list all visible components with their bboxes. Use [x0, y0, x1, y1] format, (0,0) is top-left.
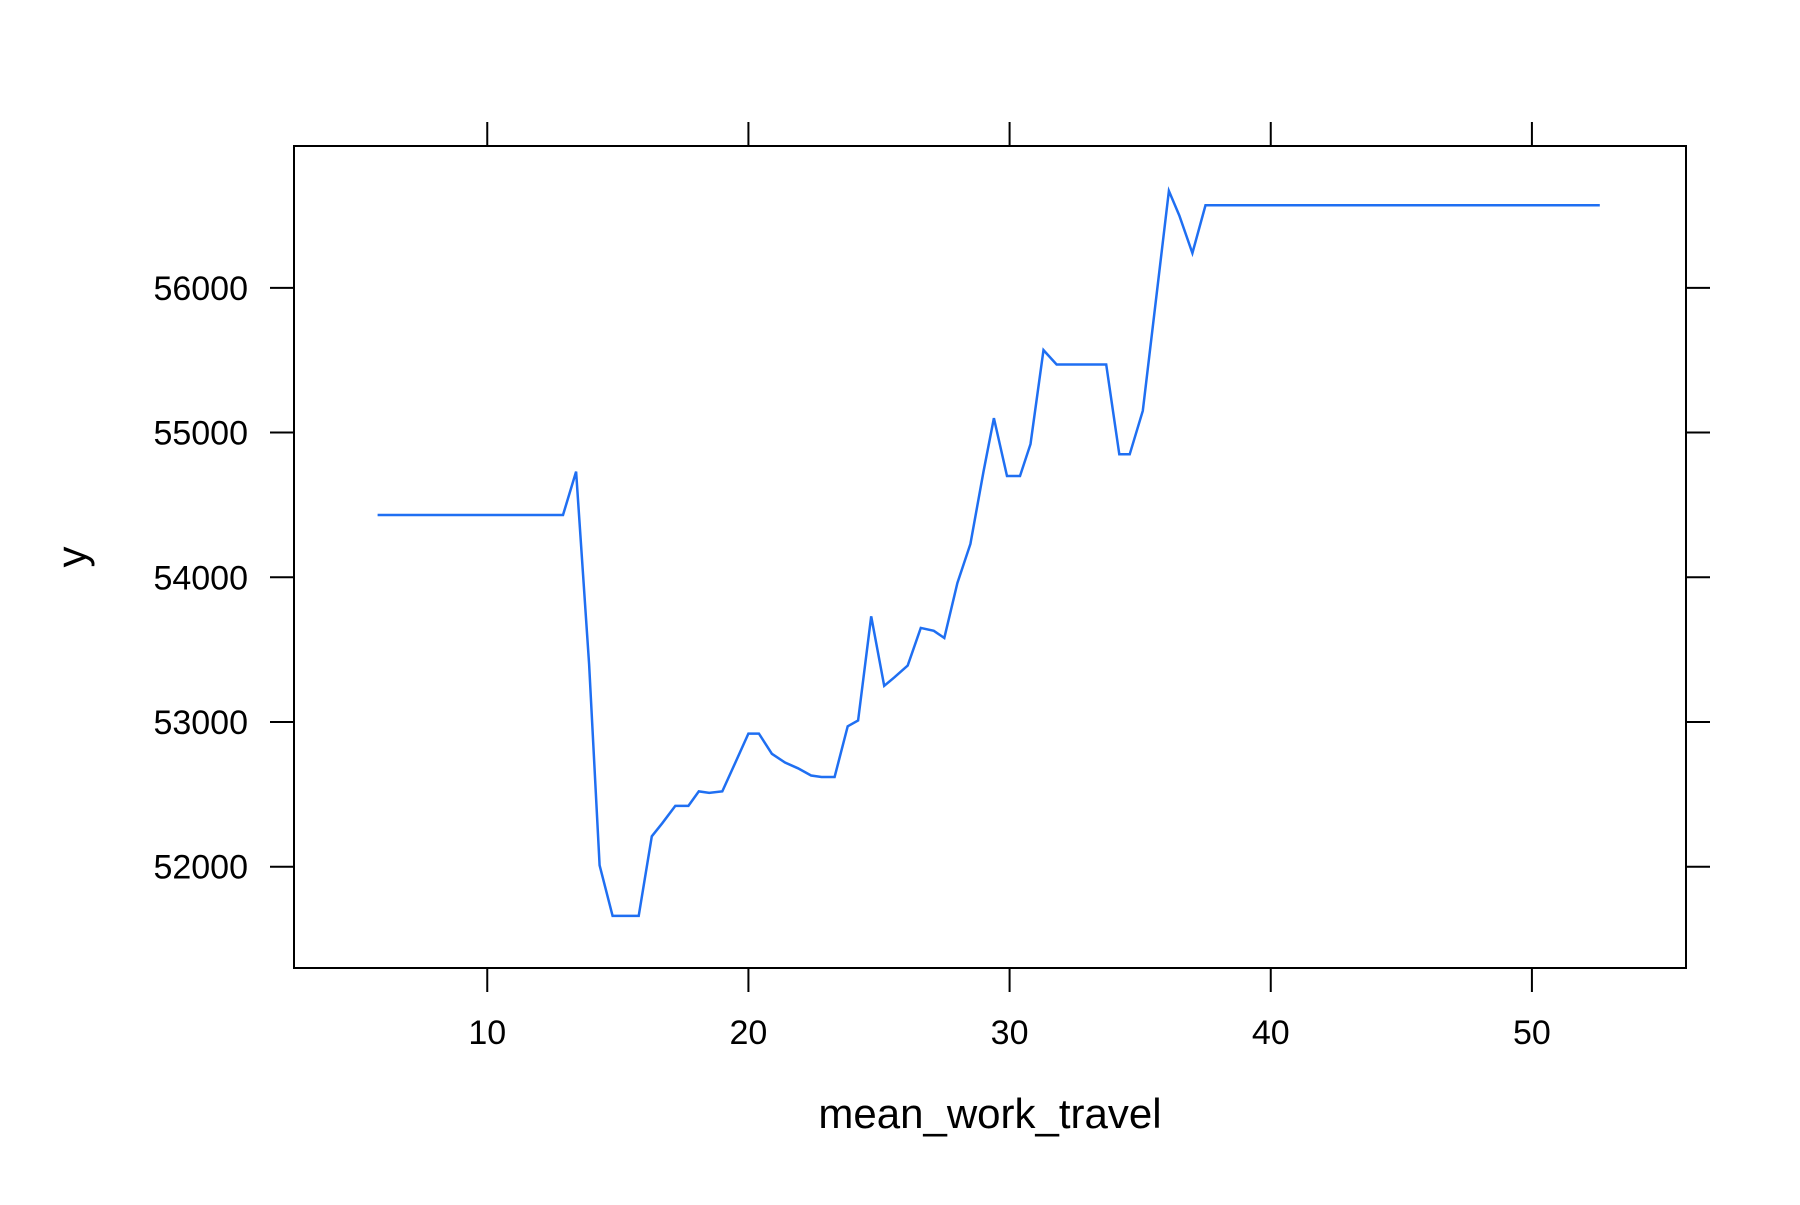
series-line — [377, 186, 1600, 918]
plot-frame — [293, 145, 1687, 969]
y-axis-title: y — [48, 547, 95, 568]
x-tick-label: 20 — [730, 1014, 768, 1052]
y-tick-label: 55000 — [153, 415, 248, 453]
x-tick-label: 40 — [1252, 1014, 1290, 1052]
x-tick-label: 10 — [468, 1014, 506, 1052]
y-axis-left: 52000 53000 54000 55000 56000 — [153, 270, 294, 887]
x-tick-label: 50 — [1513, 1014, 1551, 1052]
y-tick-label: 56000 — [153, 270, 248, 308]
y-tick-label: 52000 — [153, 849, 248, 887]
x-axis-title: mean_work_travel — [818, 1090, 1161, 1137]
x-axis-top — [486, 122, 1533, 146]
y-axis-right — [1686, 286, 1710, 868]
x-axis-bottom: 10 20 30 40 50 — [468, 968, 1551, 1052]
y-tick-label: 54000 — [153, 559, 248, 597]
y-tick-label: 53000 — [153, 704, 248, 742]
x-tick-label: 30 — [991, 1014, 1029, 1052]
